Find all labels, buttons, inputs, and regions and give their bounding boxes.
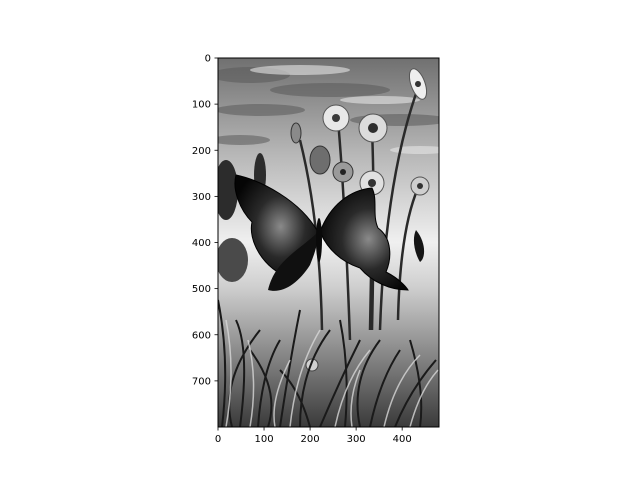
butterfly [234,174,425,291]
y-tick-label: 600 [192,330,211,341]
x-tick-label: 400 [393,434,412,445]
x-axis: 0 100 200 300 400 [215,427,412,445]
daisy-flowers [290,68,430,372]
y-tick-label: 400 [192,238,211,249]
y-tick-label: 0 [205,54,211,65]
x-tick-label: 200 [301,434,320,445]
y-axis: 0 100 200 300 400 500 600 700 [192,54,218,387]
x-tick-label: 0 [215,434,221,445]
y-tick-label: 200 [192,146,211,157]
y-tick-label: 700 [192,376,211,387]
y-tick-label: 300 [192,192,211,203]
grass [218,299,437,427]
cloud-highlights [250,65,439,154]
y-tick-label: 500 [192,284,211,295]
y-tick-label: 100 [192,100,211,111]
x-tick-label: 100 [254,434,273,445]
x-tick-label: 300 [347,434,366,445]
image-area [218,58,439,427]
grass-highlights [225,319,439,427]
